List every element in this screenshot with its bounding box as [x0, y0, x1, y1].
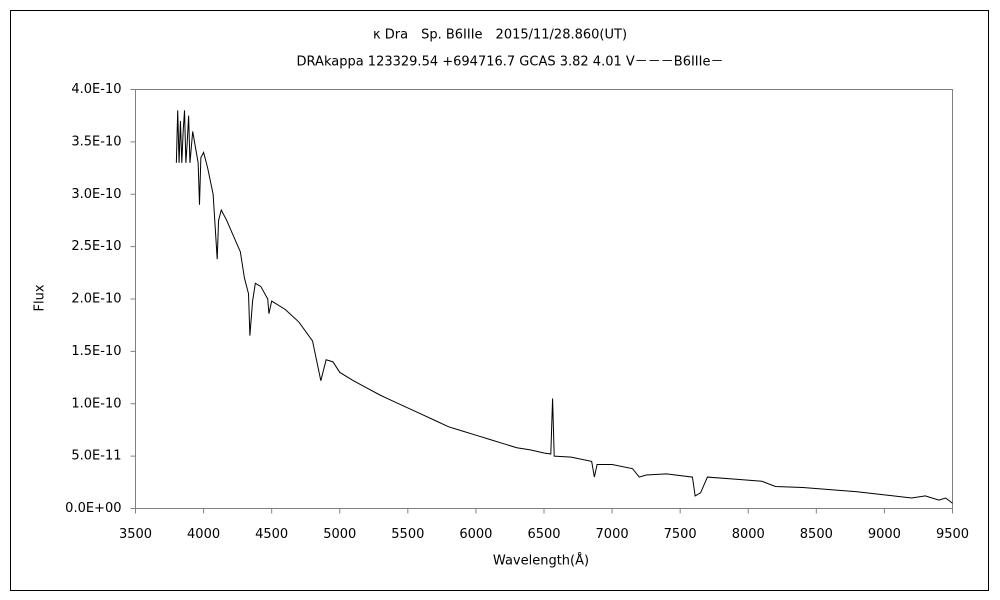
- x-tick-label: 5000: [323, 527, 356, 542]
- y-tick-label: 3.0E-10: [71, 187, 121, 202]
- x-tick-label: 8000: [732, 527, 765, 542]
- y-tick-label: 0.0E+00: [65, 501, 121, 516]
- chart-title: κ Dra Sp. B6IIIe 2015/11/28.860(UT): [373, 28, 627, 43]
- y-tick-label: 3.5E-10: [71, 134, 121, 149]
- x-tick-label: 9000: [868, 527, 901, 542]
- y-tick-label: 5.0E-11: [71, 449, 121, 464]
- y-tick-label: 4.0E-10: [71, 82, 121, 97]
- spectrum-line: [175, 110, 953, 504]
- y-tick-label: 2.5E-10: [71, 239, 121, 254]
- y-axis-label: Flux: [33, 284, 48, 311]
- x-tick-label: 7000: [596, 527, 629, 542]
- y-tick-label: 1.5E-10: [71, 344, 121, 359]
- x-tick-label: 8500: [800, 527, 833, 542]
- x-tick-label: 3500: [119, 527, 152, 542]
- x-tick-label: 6000: [459, 527, 492, 542]
- plot-area: [135, 89, 953, 509]
- x-tick-label: 6500: [527, 527, 560, 542]
- x-tick-label: 7500: [664, 527, 697, 542]
- y-tick-label: 1.0E-10: [71, 396, 121, 411]
- x-tick-label: 9500: [936, 527, 969, 542]
- y-tick-label: 2.0E-10: [71, 292, 121, 307]
- x-axis-label: Wavelength(Å): [493, 553, 589, 569]
- x-tick-label: 5500: [391, 527, 424, 542]
- x-tick-label: 4500: [255, 527, 288, 542]
- x-tick-label: 4000: [187, 527, 220, 542]
- chart-subtitle: DRAkappa 123329.54 +694716.7 GCAS 3.82 4…: [297, 55, 724, 70]
